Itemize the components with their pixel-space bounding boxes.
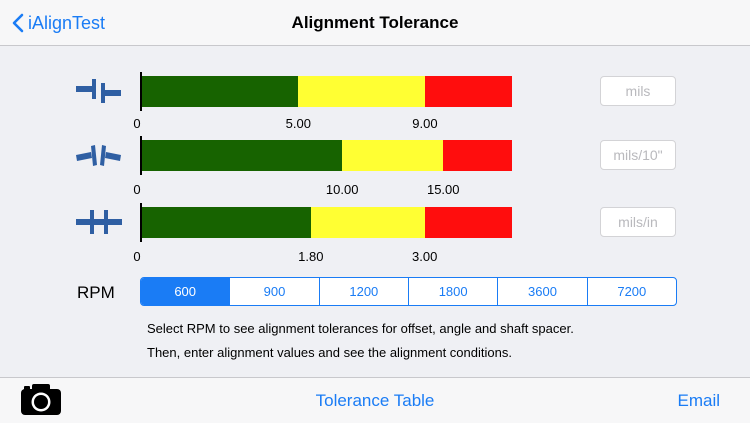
shaft-spacer-input[interactable] [600, 207, 676, 237]
rpm-option-3600[interactable]: 3600 [497, 278, 586, 305]
tolerance-unacceptable-zone [424, 76, 512, 107]
back-button-label: iAlignTest [28, 12, 106, 33]
angle-tolerance-bar [140, 136, 512, 175]
offset-tolerance-bar [140, 72, 512, 111]
back-button[interactable]: iAlignTest [12, 10, 105, 36]
bar-axis [140, 72, 142, 111]
tick-label-threshold2: 15.00 [426, 182, 460, 197]
tick-label-zero: 0 [133, 116, 141, 131]
rpm-segmented-control: 600 900 1200 1800 3600 7200 [140, 277, 677, 306]
tolerance-acceptable-zone [298, 76, 425, 107]
tick-label-threshold2: 3.00 [412, 249, 438, 264]
instruction-text-2: Then, enter alignment values and see the… [147, 345, 512, 360]
bar-axis [140, 136, 142, 175]
tick-label-threshold2: 9.00 [412, 116, 438, 131]
rpm-option-1800[interactable]: 1800 [407, 278, 497, 305]
tick-label-threshold1: 10.00 [325, 182, 359, 197]
tolerance-acceptable-zone [342, 140, 444, 171]
bottom-toolbar: Tolerance Table Email [0, 377, 750, 423]
shaft-spacer-tolerance-bar [140, 203, 512, 242]
offset-input[interactable] [600, 76, 676, 106]
tick-label-threshold1: 5.00 [285, 116, 311, 131]
email-button[interactable]: Email [677, 391, 720, 410]
tick-label-zero: 0 [133, 182, 141, 197]
rpm-option-600[interactable]: 600 [141, 278, 230, 305]
tolerance-good-zone [140, 76, 299, 107]
rpm-label: RPM [77, 283, 115, 302]
tick-label-zero: 0 [133, 249, 141, 264]
page-title: Alignment Tolerance [291, 13, 459, 32]
tick-label-threshold1: 1.80 [298, 249, 324, 264]
bar-axis [140, 203, 142, 242]
tolerance-good-zone [140, 140, 343, 171]
rpm-option-1200[interactable]: 1200 [318, 278, 408, 305]
instruction-text-1: Select RPM to see alignment tolerances f… [147, 321, 574, 336]
tolerance-unacceptable-zone [424, 207, 512, 238]
tolerance-good-zone [140, 207, 311, 238]
rpm-option-900[interactable]: 900 [229, 278, 318, 305]
angle-coupling-icon [76, 145, 121, 166]
rpm-option-7200[interactable]: 7200 [586, 278, 676, 305]
offset-coupling-icon [76, 79, 121, 103]
angle-input[interactable] [600, 140, 676, 170]
navigation-bar: iAlignTest Alignment Tolerance [0, 0, 750, 46]
tolerance-table-button[interactable]: Tolerance Table [315, 391, 435, 410]
chevron-left-icon [12, 13, 24, 33]
camera-icon[interactable] [20, 382, 62, 416]
tolerance-unacceptable-zone [443, 140, 512, 171]
tolerance-acceptable-zone [310, 207, 425, 238]
shaft-spacer-icon [76, 210, 122, 234]
